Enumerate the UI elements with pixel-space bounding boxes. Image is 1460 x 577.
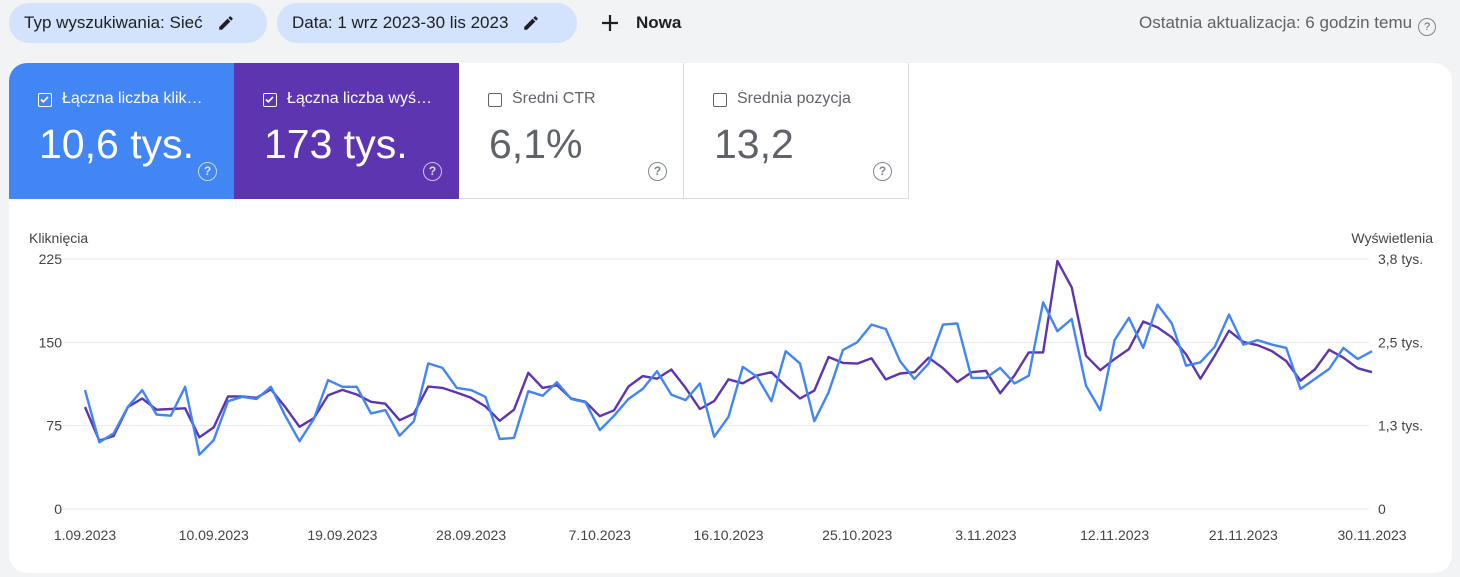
right-axis-tick: 0 (1378, 501, 1386, 517)
checkbox-unchecked-icon[interactable] (488, 93, 502, 107)
left-axis-tick: 75 (46, 418, 62, 434)
x-axis-tick: 16.10.2023 (693, 527, 763, 543)
x-axis-tick: 30.11.2023 (1337, 527, 1406, 543)
x-axis-tick: 10.09.2023 (179, 527, 249, 543)
metric-average-ctr[interactable]: Średni CTR 6,1% ? (459, 63, 684, 199)
left-axis-tick: 0 (54, 501, 62, 517)
checkbox-checked-icon[interactable] (263, 93, 277, 107)
plus-icon (602, 15, 618, 31)
help-icon[interactable]: ? (873, 162, 892, 181)
filter-bar: Typ wyszukiwania: Sieć Data: 1 wrz 2023-… (0, 0, 1460, 46)
right-axis-label: Wyświetlenia (1351, 230, 1433, 246)
performance-card: Łączna liczba klik… 10,6 tys. ? Łączna l… (9, 63, 1452, 573)
last-update-text: Ostatnia aktualizacja: 6 godzin temu (1139, 13, 1413, 32)
x-axis-tick: 19.09.2023 (307, 527, 377, 543)
help-icon[interactable]: ? (198, 162, 217, 181)
left-axis-label: Kliknięcia (29, 230, 88, 246)
new-filter-label: Nowa (636, 13, 682, 32)
x-axis-tick: 3.11.2023 (955, 527, 1016, 543)
metric-label: Średnia pozycja (737, 90, 851, 107)
checkbox-unchecked-icon[interactable] (713, 93, 727, 107)
right-axis-tick: 2,5 tys. (1378, 334, 1423, 350)
chart-gridlines (53, 258, 1369, 510)
edit-pencil-icon (218, 16, 233, 30)
date-filter-chip[interactable]: Data: 1 wrz 2023-30 lis 2023 (277, 3, 577, 43)
metric-value: 13,2 (714, 121, 794, 167)
metric-value: 6,1% (489, 121, 583, 167)
performance-chart: Kliknięcia Wyświetlenia 225 150 75 0 3,8 tys… (29, 230, 1433, 543)
right-axis-tick: 3,8 tys. (1378, 251, 1423, 267)
metric-total-clicks[interactable]: Łączna liczba klik… 10,6 tys. ? (9, 63, 234, 199)
help-icon[interactable]: ? (423, 162, 442, 181)
edit-pencil-icon (524, 16, 539, 30)
x-axis-tick: 25.10.2023 (822, 527, 892, 543)
metric-label: Średni CTR (512, 90, 596, 107)
x-axis-tick: 7.10.2023 (569, 527, 631, 543)
x-axis-tick: 21.11.2023 (1209, 527, 1278, 543)
metric-label: Łączna liczba wyś… (287, 90, 432, 107)
metric-value: 173 tys. (264, 121, 408, 167)
right-axis-tick: 1,3 tys. (1378, 418, 1423, 434)
checkbox-checked-icon[interactable] (38, 93, 52, 107)
x-axis-tick: 12.11.2023 (1080, 527, 1149, 543)
metric-total-impressions[interactable]: Łączna liczba wyś… 173 tys. ? (234, 63, 459, 199)
x-axis-tick: 28.09.2023 (436, 527, 506, 543)
metric-value: 10,6 tys. (39, 121, 194, 167)
metric-average-position[interactable]: Średnia pozycja 13,2 ? (684, 63, 909, 199)
chart-axes: Kliknięcia Wyświetlenia 225 150 75 0 3,8 tys… (29, 230, 1433, 543)
search-type-filter-chip[interactable]: Typ wyszukiwania: Sieć (9, 3, 267, 43)
series-line-impressions (83, 259, 1373, 442)
date-filter-label: Data: 1 wrz 2023-30 lis 2023 (292, 13, 509, 32)
last-update-status: Ostatnia aktualizacja: 6 godzin temu? (1139, 13, 1437, 36)
x-axis-tick: 1.09.2023 (54, 527, 116, 543)
left-axis-tick: 150 (39, 334, 63, 350)
new-filter-button[interactable]: Nowa (600, 6, 681, 40)
search-type-filter-label: Typ wyszukiwania: Sieć (24, 13, 203, 32)
help-icon[interactable]: ? (1418, 18, 1437, 36)
chart-series (83, 259, 1373, 456)
left-axis-tick: 225 (39, 251, 63, 267)
metric-label: Łączna liczba klik… (62, 90, 203, 107)
series-line-clicks (83, 301, 1373, 456)
help-icon[interactable]: ? (648, 162, 667, 181)
